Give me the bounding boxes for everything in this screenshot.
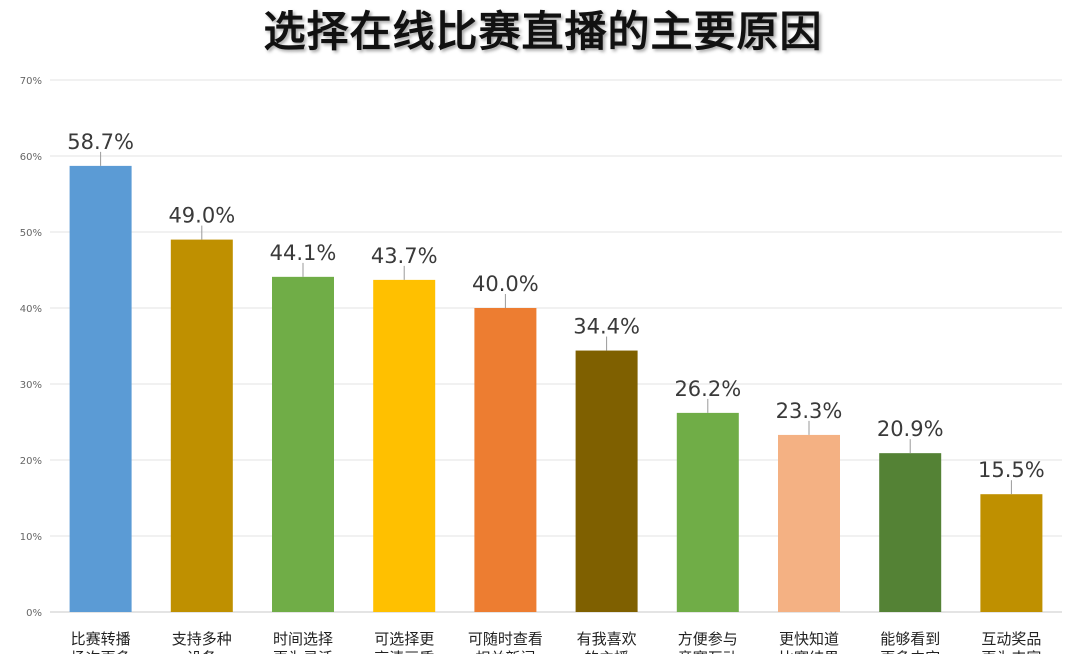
bar — [170, 239, 233, 612]
x-category-label: 能够看到更多内容 — [880, 630, 940, 654]
bar — [272, 276, 334, 612]
x-category-label: 有我喜欢的主播 — [577, 630, 637, 654]
data-label: 40.0% — [472, 272, 539, 296]
bar — [980, 494, 1043, 612]
x-axis-categories: 比赛转播场次更多 支持多种设备 时间选择更为灵活 可选择更高清画质 可随时查看相关新闻 有… — [71, 630, 1042, 654]
data-labels: 58.7% 49.0% 44.1% 43.7% 40.0% 34.4% 26.2% 23.3%… — [67, 130, 1045, 495]
y-tick-label: 40% — [20, 304, 42, 315]
x-category-label: 可选择更高清画质 — [374, 630, 434, 654]
x-category-label: 互动奖品更为丰富 — [981, 630, 1041, 654]
bar — [676, 412, 739, 612]
bar — [778, 434, 840, 612]
y-tick-label: 20% — [20, 456, 42, 467]
data-label: 58.7% — [67, 130, 134, 154]
bar — [474, 308, 537, 612]
y-axis-ticks: 0% 10% 20% 30% 40% 50% 60% 70% — [20, 76, 42, 619]
y-tick-label: 0% — [26, 608, 42, 619]
bars — [69, 165, 1043, 612]
chart-title: 选择在线比赛直播的主要原因 — [263, 7, 823, 56]
bar — [879, 453, 942, 612]
x-category-label: 比赛转播场次更多 — [71, 630, 131, 654]
x-category-label: 支持多种设备 — [172, 630, 232, 654]
x-category-label: 时间选择更为灵活 — [273, 630, 333, 654]
data-label: 44.1% — [270, 241, 337, 265]
bar — [575, 350, 638, 612]
y-tick-label: 70% — [20, 76, 42, 87]
bar — [69, 165, 132, 612]
y-tick-label: 60% — [20, 152, 42, 163]
x-category-label: 更快知道比赛结果 — [779, 630, 839, 654]
x-category-label: 可随时查看相关新闻 — [468, 630, 543, 654]
data-label: 34.4% — [573, 315, 640, 339]
data-label: 26.2% — [674, 377, 741, 401]
bar — [373, 279, 436, 612]
data-label: 43.7% — [371, 244, 438, 268]
data-label: 23.3% — [776, 399, 843, 423]
data-label: 49.0% — [168, 204, 235, 228]
data-label: 15.5% — [978, 458, 1045, 482]
y-tick-label: 50% — [20, 228, 42, 239]
y-tick-label: 10% — [20, 532, 42, 543]
y-tick-label: 30% — [20, 380, 42, 391]
x-category-label: 方便参与竞赛互动 — [678, 630, 738, 654]
data-label: 20.9% — [877, 417, 944, 441]
